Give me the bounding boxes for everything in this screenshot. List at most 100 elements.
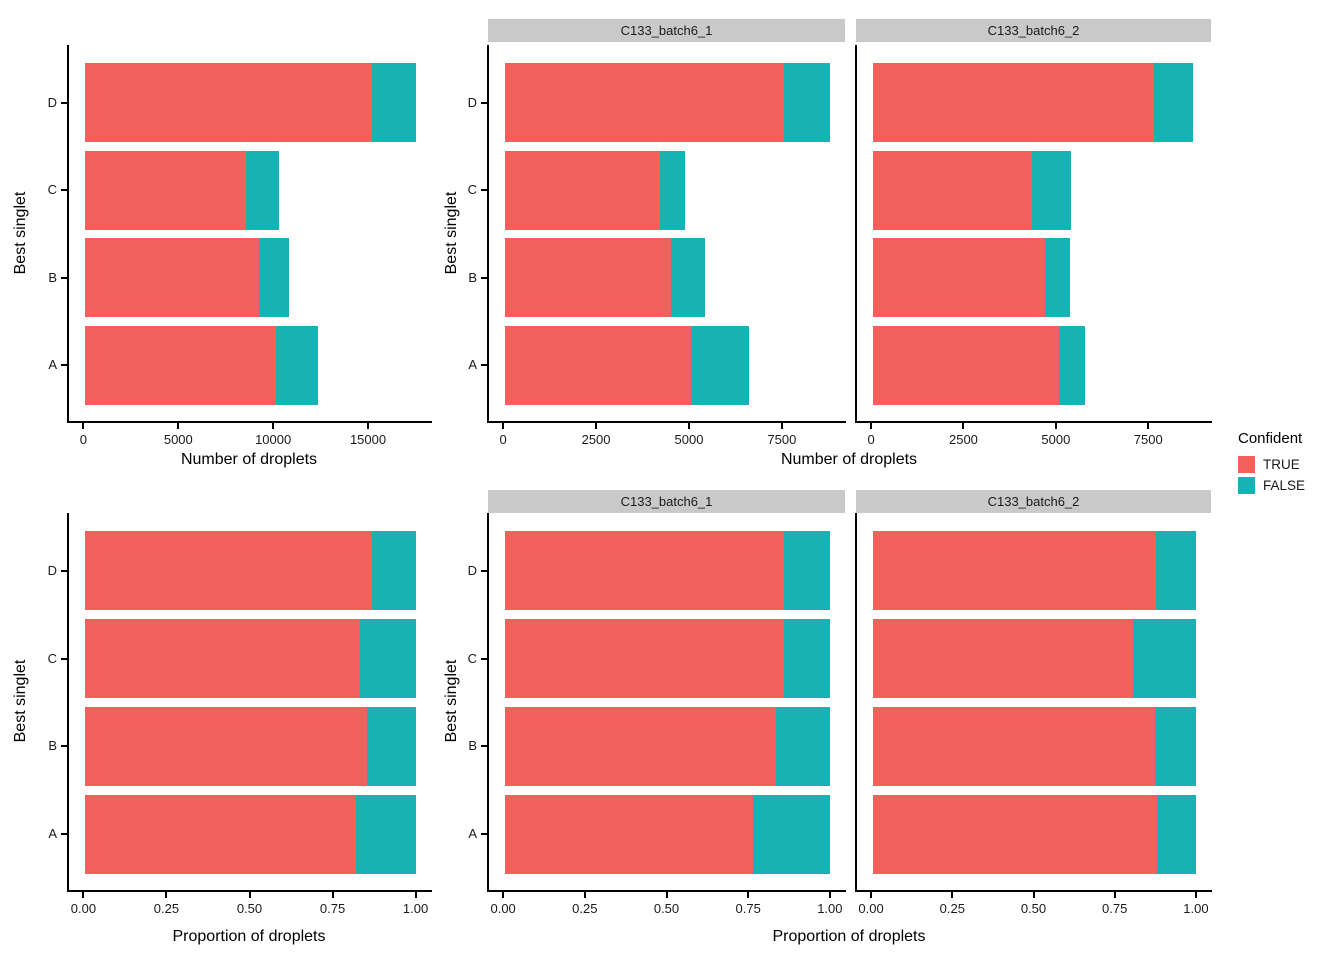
- bar-segment-false-a: [1157, 794, 1197, 874]
- facet-strip-label: C133_batch6_1: [620, 494, 713, 509]
- bar-segment-true-c: [872, 150, 1033, 230]
- bar-segment-true-b: [85, 238, 259, 318]
- y-category-label: B: [48, 738, 57, 754]
- y-tick-mark: [481, 276, 487, 279]
- x-tick-label: 10000: [255, 432, 292, 447]
- facet-strip: C133_batch6_2: [856, 490, 1211, 513]
- bar-segment-true-d: [505, 531, 785, 611]
- legend-item-false: FALSE: [1238, 477, 1305, 494]
- x-tick-label: 0: [79, 432, 88, 447]
- y-category-label: D: [467, 562, 477, 578]
- y-category-label: A: [468, 826, 477, 842]
- x-tick-mark: [331, 892, 334, 898]
- y-category-label: C: [467, 182, 477, 198]
- bar-segment-false-b: [775, 706, 830, 786]
- y-tick-mark: [61, 276, 67, 279]
- chart-panel-props-all: [67, 513, 432, 892]
- x-tick-mark: [780, 423, 783, 429]
- y-tick-mark: [61, 364, 67, 367]
- y-category-label: C: [467, 650, 477, 666]
- x-tick-label: 0: [867, 432, 875, 447]
- y-tick-mark: [61, 657, 67, 660]
- x-axis-title: Number of droplets: [180, 451, 318, 468]
- bar-segment-false-a: [752, 794, 830, 874]
- x-tick-mark: [870, 892, 873, 898]
- bar-segment-true-d: [505, 63, 785, 143]
- bar-segment-false-c: [1032, 150, 1072, 230]
- y-axis-title: Best singlet: [12, 659, 29, 743]
- bar-segment-true-a: [85, 325, 276, 405]
- x-tick-mark: [583, 892, 586, 898]
- x-tick-label: 1.00: [1183, 901, 1209, 916]
- y-axis-title: Best singlet: [443, 659, 460, 743]
- y-category-label: B: [468, 269, 477, 285]
- x-tick-label: 15000: [349, 432, 387, 447]
- y-axis-title: Best singlet: [443, 191, 460, 275]
- y-tick-mark: [481, 745, 487, 748]
- y-category-label: C: [47, 182, 57, 198]
- bar-segment-true-c: [505, 150, 660, 230]
- y-category-label: D: [47, 562, 57, 578]
- y-category-label: B: [48, 269, 57, 285]
- x-tick-mark: [828, 892, 831, 898]
- y-category-label: D: [467, 94, 477, 110]
- bar-segment-false-b: [258, 238, 289, 318]
- bar-segment-false-a: [275, 325, 319, 405]
- x-tick-mark: [747, 892, 750, 898]
- x-tick-mark: [870, 423, 873, 429]
- bar-segment-false-d: [372, 63, 416, 143]
- bar-segment-false-b: [1045, 238, 1071, 318]
- y-tick-mark: [61, 189, 67, 192]
- x-tick-mark: [165, 892, 168, 898]
- bar-segment-true-a: [872, 794, 1158, 874]
- x-tick-mark: [1054, 423, 1057, 429]
- facet-strip: C133_batch6_1: [488, 490, 845, 513]
- chart-panel-counts-all: [67, 45, 432, 423]
- x-tick-mark: [367, 423, 370, 429]
- y-tick-mark: [481, 189, 487, 192]
- legend-item-label: TRUE: [1263, 457, 1300, 472]
- bar-segment-true-c: [505, 619, 785, 699]
- bar-segment-true-d: [85, 63, 373, 143]
- x-tick-label: 5000: [674, 432, 704, 447]
- y-tick-mark: [481, 569, 487, 572]
- bar-segment-true-a: [505, 325, 691, 405]
- x-axis-title: Number of droplets: [780, 451, 918, 468]
- x-tick-mark: [82, 892, 85, 898]
- y-category-label: A: [48, 357, 57, 373]
- y-tick-mark: [481, 657, 487, 660]
- x-tick-label: 0: [499, 432, 507, 447]
- bar-segment-false-a: [1059, 325, 1085, 405]
- y-axis-title: Best singlet: [12, 191, 29, 275]
- y-category-label: D: [47, 94, 57, 110]
- y-tick-mark: [61, 745, 67, 748]
- x-tick-mark: [248, 892, 251, 898]
- bar-segment-false-c: [359, 619, 416, 699]
- bar-segment-true-b: [85, 706, 368, 786]
- y-category-label: B: [468, 738, 477, 754]
- legend-item-label: FALSE: [1263, 478, 1306, 493]
- bar-segment-false-c: [659, 150, 686, 230]
- legend-item-true: TRUE: [1238, 456, 1305, 473]
- bar-segment-true-b: [505, 706, 776, 786]
- bar-segment-false-d: [784, 531, 830, 611]
- bar-segment-true-d: [872, 63, 1154, 143]
- legend-title: Confident: [1238, 430, 1303, 447]
- y-tick-mark: [481, 364, 487, 367]
- facet-strip-label: C133_batch6_1: [620, 23, 713, 38]
- x-tick-mark: [502, 892, 505, 898]
- bar-segment-false-d: [1153, 63, 1194, 143]
- x-tick-label: 2500: [948, 432, 978, 447]
- facet-strip-label: C133_batch6_2: [987, 494, 1080, 509]
- x-tick-label: 0.75: [735, 901, 761, 916]
- x-tick-mark: [595, 423, 598, 429]
- y-category-label: A: [468, 357, 477, 373]
- x-tick-label: 0.75: [1102, 901, 1128, 916]
- x-tick-label: 1.00: [817, 901, 843, 916]
- x-axis-title: Proportion of droplets: [772, 928, 926, 945]
- x-tick-mark: [177, 423, 180, 429]
- facet-strip: C133_batch6_1: [488, 19, 845, 42]
- x-tick-label: 0.25: [572, 901, 598, 916]
- y-tick-mark: [481, 833, 487, 836]
